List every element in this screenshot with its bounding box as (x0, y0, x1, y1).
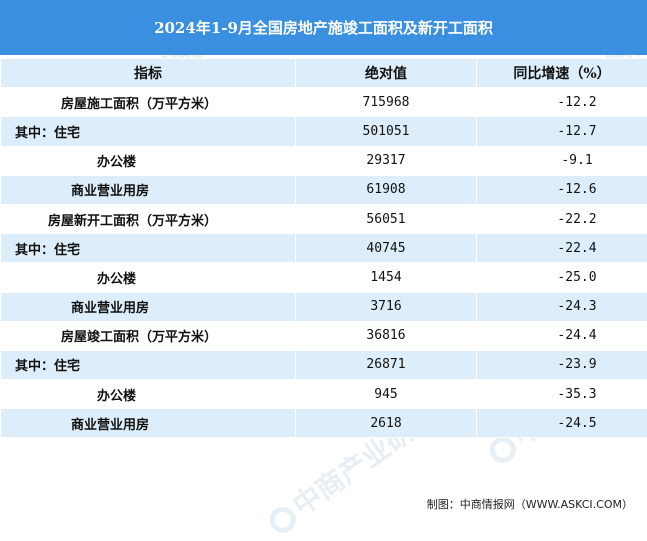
row-indicator: 办公楼 (1, 380, 296, 409)
row-yoy: -25.0 (477, 263, 647, 292)
row-absolute: 26871 (296, 350, 477, 379)
row-yoy: -24.4 (477, 321, 647, 350)
row-absolute: 56051 (296, 204, 477, 233)
watermark-logo-icon (265, 502, 301, 538)
row-absolute: 945 (296, 380, 477, 409)
row-absolute: 2618 (296, 409, 477, 438)
data-table: 指标 绝对值 同比增速（%） 房屋施工面积（万平方米） 715968 -12.2… (0, 58, 647, 438)
row-yoy: -12.7 (477, 117, 647, 146)
row-indicator: 房屋新开工面积（万平方米） (1, 204, 296, 233)
row-indicator: 房屋施工面积（万平方米） (1, 88, 296, 117)
table-row: 办公楼 1454 -25.0 (1, 263, 647, 292)
header-indicator: 指标 (1, 59, 296, 88)
row-indicator: 其中：住宅 (1, 350, 296, 379)
row-absolute: 61908 (296, 175, 477, 204)
row-yoy: -22.2 (477, 204, 647, 233)
row-yoy: -22.4 (477, 234, 647, 263)
header-absolute: 绝对值 (296, 59, 477, 88)
row-indicator: 办公楼 (1, 263, 296, 292)
table-row: 办公楼 945 -35.3 (1, 380, 647, 409)
table-header-row: 指标 绝对值 同比增速（%） (1, 59, 647, 88)
row-yoy: -24.3 (477, 292, 647, 321)
row-indicator: 其中：住宅 (1, 117, 296, 146)
table-row: 其中：住宅 40745 -22.4 (1, 234, 647, 263)
table-row: 办公楼 29317 -9.1 (1, 146, 647, 175)
table-row: 房屋新开工面积（万平方米） 56051 -22.2 (1, 204, 647, 233)
header-yoy: 同比增速（%） (477, 59, 647, 88)
source-credit: 制图：中商情报网（WWW.ASKCI.COM） (427, 496, 633, 512)
row-absolute: 36816 (296, 321, 477, 350)
row-absolute: 29317 (296, 146, 477, 175)
table-row: 其中：住宅 26871 -23.9 (1, 350, 647, 379)
table-row: 其中：住宅 501051 -12.7 (1, 117, 647, 146)
table-row: 房屋竣工面积（万平方米） 36816 -24.4 (1, 321, 647, 350)
page: 中商产业研究院 中商产业研究院 中商产业研究院 中商产业研究院 中商产业研究院 … (0, 0, 647, 516)
row-yoy: -24.5 (477, 409, 647, 438)
row-absolute: 501051 (296, 117, 477, 146)
row-indicator: 商业营业用房 (1, 409, 296, 438)
row-absolute: 1454 (296, 263, 477, 292)
row-indicator: 商业营业用房 (1, 292, 296, 321)
row-indicator: 房屋竣工面积（万平方米） (1, 321, 296, 350)
row-yoy: -12.2 (477, 88, 647, 117)
table-row: 商业营业用房 61908 -12.6 (1, 175, 647, 204)
row-absolute: 3716 (296, 292, 477, 321)
table-row: 商业营业用房 2618 -24.5 (1, 409, 647, 438)
row-yoy: -35.3 (477, 380, 647, 409)
table-row: 房屋施工面积（万平方米） 715968 -12.2 (1, 88, 647, 117)
table-title: 2024年1-9月全国房地产施竣工面积及新开工面积 (0, 0, 647, 55)
row-absolute: 715968 (296, 88, 477, 117)
row-yoy: -23.9 (477, 350, 647, 379)
row-yoy: -9.1 (477, 146, 647, 175)
row-indicator: 其中：住宅 (1, 234, 296, 263)
row-absolute: 40745 (296, 234, 477, 263)
row-yoy: -12.6 (477, 175, 647, 204)
table-row: 商业营业用房 3716 -24.3 (1, 292, 647, 321)
row-indicator: 商业营业用房 (1, 175, 296, 204)
row-indicator: 办公楼 (1, 146, 296, 175)
